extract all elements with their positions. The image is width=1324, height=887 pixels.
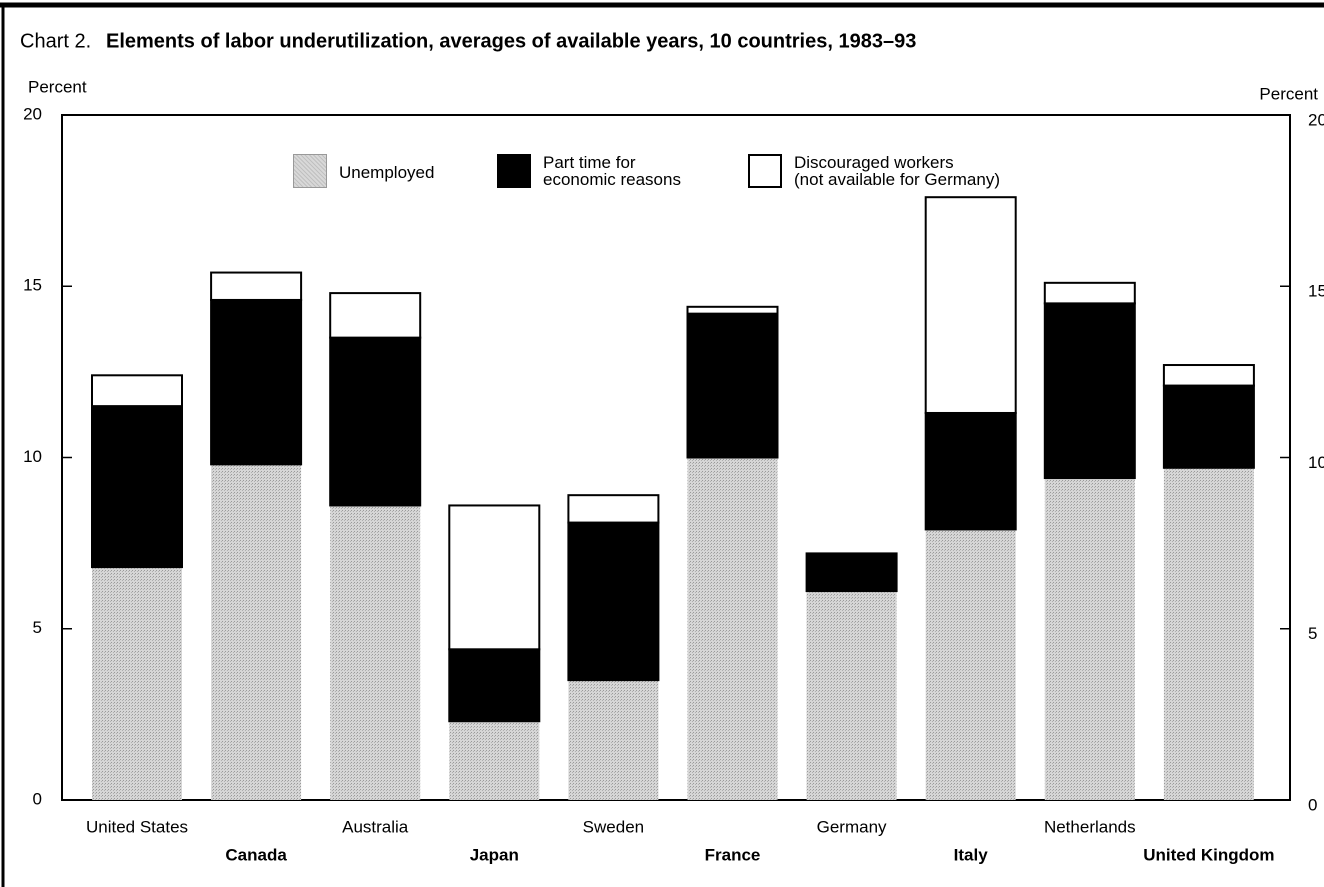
legend-item: Discouraged workers (not available for G… <box>748 154 1000 188</box>
bar-segment <box>806 591 897 800</box>
bar-segment <box>330 505 421 800</box>
bar-segment <box>1044 478 1135 800</box>
bar-segment <box>449 721 540 800</box>
legend-label: Discouraged workers (not available for G… <box>794 153 1000 189</box>
bar-segment <box>211 464 302 800</box>
bar-segment <box>210 298 303 466</box>
chart-label: Chart 2. <box>20 30 91 52</box>
bar-segment <box>448 504 541 651</box>
bar-segment <box>805 552 898 593</box>
y-tick-label: 15 <box>23 276 42 295</box>
bar-segment <box>686 312 779 459</box>
x-tick-label: Japan <box>470 845 519 864</box>
y-tick-label: 10 <box>23 447 42 466</box>
x-tick-label: United States <box>86 817 188 836</box>
legend-swatch <box>293 154 327 188</box>
bar-segment <box>567 494 660 524</box>
bar-segment <box>1162 364 1255 387</box>
y-tick-label: 0 <box>33 789 42 808</box>
x-tick-label: France <box>705 845 761 864</box>
y-tick-label: 20 <box>23 104 42 123</box>
legend-swatch <box>748 154 782 188</box>
y2-axis-label: Percent <box>1259 84 1318 103</box>
bar-segment <box>329 336 422 507</box>
bar-segment <box>1162 384 1255 469</box>
chart-title: Elements of labor underutilization, aver… <box>106 30 916 52</box>
bar-segment <box>924 411 1017 531</box>
bar-segment <box>448 648 541 723</box>
bar-segment <box>1043 302 1136 480</box>
x-tick-label: Italy <box>954 845 989 864</box>
bar-segment <box>567 521 660 682</box>
bar-segment <box>686 305 779 315</box>
bar-segment <box>91 405 183 569</box>
x-tick-label: Netherlands <box>1044 817 1136 836</box>
y2-tick-label: 0 <box>1308 795 1317 814</box>
legend-item: Part time for economic reasons <box>497 154 681 188</box>
bar-segment <box>687 457 778 800</box>
legend-label: Unemployed <box>339 163 435 182</box>
x-tick-label: Germany <box>817 817 887 836</box>
x-tick-label: United Kingdom <box>1143 845 1274 864</box>
x-tick-label: Australia <box>342 817 409 836</box>
legend-label: Part time for economic reasons <box>543 153 681 189</box>
y2-tick-label: 10 <box>1308 453 1324 472</box>
bar-segment <box>1043 281 1136 305</box>
bar-segment <box>329 292 422 339</box>
x-tick-label: Sweden <box>583 817 644 836</box>
y2-tick-label: 20 <box>1308 110 1324 129</box>
bar-segment <box>1163 467 1254 800</box>
x-tick-label: Canada <box>225 845 287 864</box>
bar-segment <box>568 680 659 800</box>
y2-tick-label: 15 <box>1308 282 1324 301</box>
y-axis-label: Percent <box>28 77 87 96</box>
bar-segment <box>925 529 1016 800</box>
bar-segment <box>210 271 303 301</box>
legend-item: Unemployed <box>293 154 434 188</box>
y-tick-label: 5 <box>33 618 42 637</box>
bar-segment <box>91 374 183 408</box>
legend-swatch <box>497 154 531 188</box>
bar-segment <box>924 196 1017 414</box>
bar-segment <box>92 567 182 800</box>
y2-tick-label: 5 <box>1308 624 1317 643</box>
